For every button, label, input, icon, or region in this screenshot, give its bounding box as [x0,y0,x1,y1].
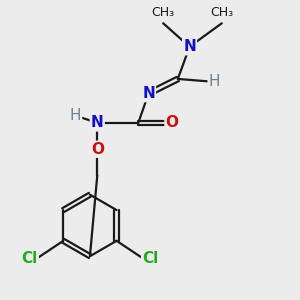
Text: N: N [142,86,155,101]
Text: CH₃: CH₃ [152,6,175,19]
Text: CH₃: CH₃ [210,6,233,19]
Text: N: N [183,39,196,54]
Text: O: O [91,142,104,157]
Text: Cl: Cl [142,251,158,266]
Text: N: N [91,116,103,130]
Text: O: O [166,116,178,130]
Text: H: H [209,74,220,89]
Text: H: H [70,108,81,123]
Text: Cl: Cl [22,251,38,266]
